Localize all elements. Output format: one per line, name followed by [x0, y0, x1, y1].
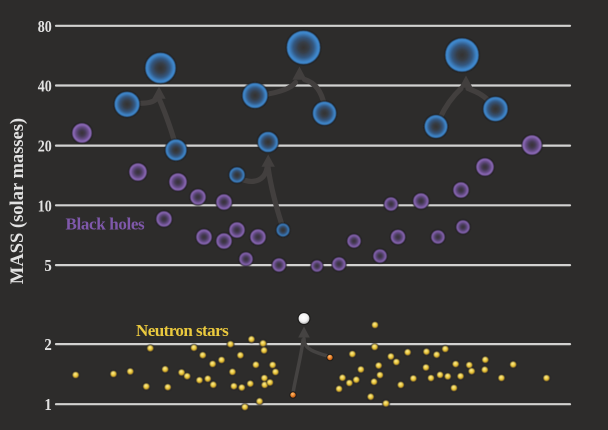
svg-text:40: 40 — [38, 77, 52, 96]
svg-text:MASS (solar masses): MASS (solar masses) — [8, 118, 28, 284]
svg-text:2: 2 — [44, 335, 51, 354]
svg-text:1: 1 — [44, 395, 51, 414]
svg-text:Neutron stars: Neutron stars — [136, 321, 229, 340]
svg-text:10: 10 — [38, 196, 52, 215]
svg-text:80: 80 — [38, 17, 52, 36]
svg-text:20: 20 — [38, 137, 52, 156]
svg-text:Black holes: Black holes — [66, 214, 146, 233]
svg-text:5: 5 — [44, 256, 51, 275]
